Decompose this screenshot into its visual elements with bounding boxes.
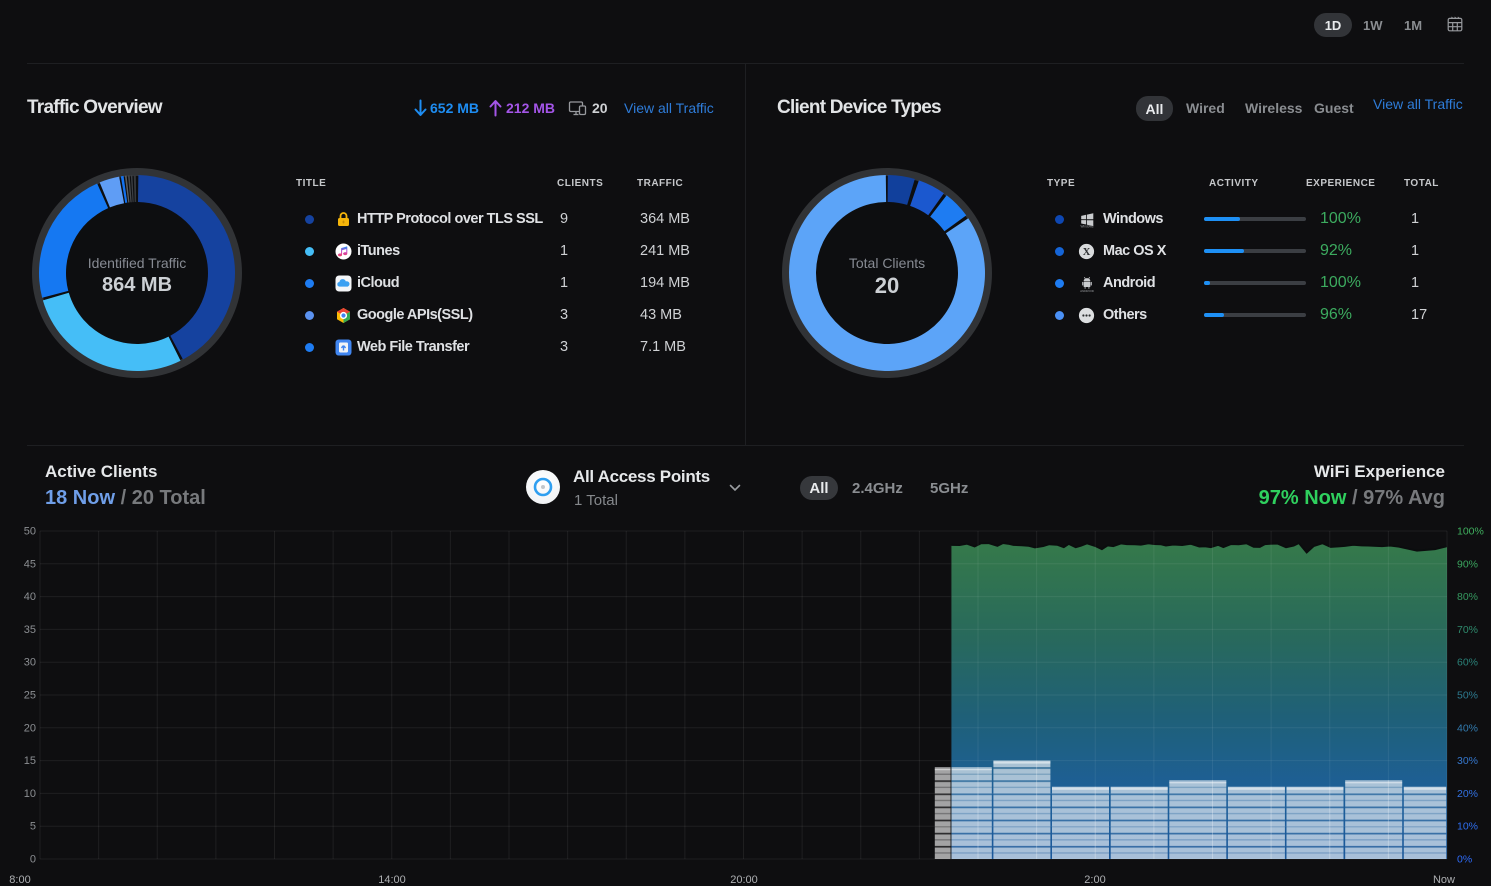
svg-text:20%: 20% — [1457, 788, 1478, 800]
svg-text:ANDROID: ANDROID — [1080, 289, 1095, 292]
svg-text:14:00: 14:00 — [378, 874, 406, 886]
svg-text:100%: 100% — [1457, 526, 1484, 538]
svg-text:30: 30 — [24, 657, 36, 669]
svg-text:Windows: Windows — [1081, 225, 1094, 228]
svg-text:15: 15 — [24, 755, 36, 767]
svg-text:20:00: 20:00 — [730, 874, 758, 886]
svg-text:40: 40 — [24, 591, 36, 603]
svg-text:50: 50 — [24, 526, 36, 538]
svg-text:2:00: 2:00 — [1084, 874, 1105, 886]
svg-text:30%: 30% — [1457, 755, 1478, 767]
svg-text:Now: Now — [1433, 874, 1455, 886]
svg-text:5: 5 — [30, 821, 36, 833]
svg-text:40%: 40% — [1457, 722, 1478, 734]
svg-text:70%: 70% — [1457, 624, 1478, 636]
svg-text:10%: 10% — [1457, 821, 1478, 833]
svg-text:90%: 90% — [1457, 558, 1478, 570]
svg-text:60%: 60% — [1457, 657, 1478, 669]
svg-text:0: 0 — [30, 854, 36, 866]
svg-text:8:00: 8:00 — [9, 874, 30, 886]
svg-text:25: 25 — [24, 690, 36, 702]
svg-text:45: 45 — [24, 558, 36, 570]
svg-text:0%: 0% — [1457, 854, 1472, 866]
svg-text:35: 35 — [24, 624, 36, 636]
svg-text:10: 10 — [24, 788, 36, 800]
svg-text:50%: 50% — [1457, 690, 1478, 702]
svg-text:80%: 80% — [1457, 591, 1478, 603]
svg-text:20: 20 — [24, 722, 36, 734]
svg-text:X: X — [1083, 247, 1091, 258]
